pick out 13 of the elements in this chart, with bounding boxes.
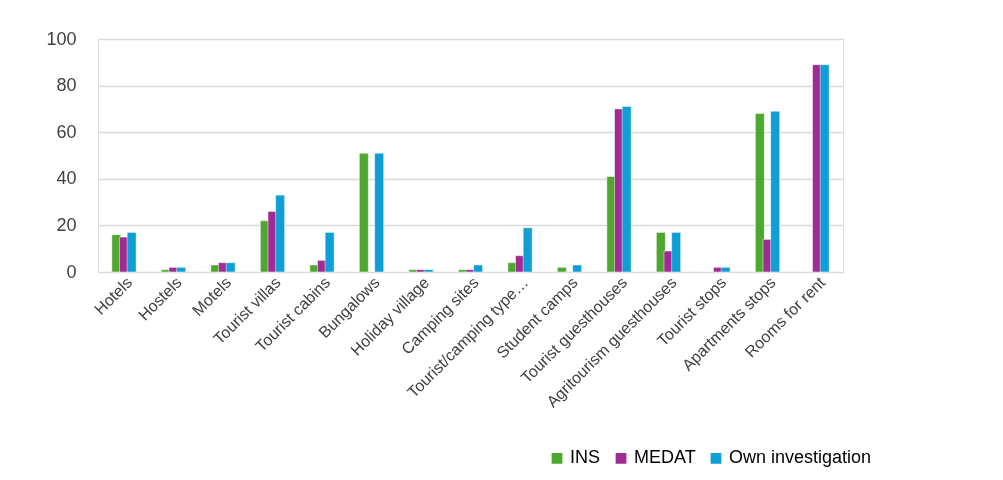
legend-label: INS <box>570 447 601 468</box>
y-tick-label: 100 <box>46 28 77 49</box>
y-tick-label: 60 <box>56 121 77 142</box>
y-tick-label: 0 <box>66 261 77 282</box>
bar <box>572 264 582 273</box>
legend-label: MEDAT <box>634 447 696 468</box>
y-tick-label: 40 <box>56 168 77 189</box>
legend-label: Own investigation <box>729 447 872 468</box>
bar <box>557 267 567 273</box>
bar <box>359 152 369 273</box>
y-tick-label: 20 <box>56 214 77 235</box>
y-tick-label: 80 <box>56 75 77 96</box>
bar <box>374 152 384 273</box>
